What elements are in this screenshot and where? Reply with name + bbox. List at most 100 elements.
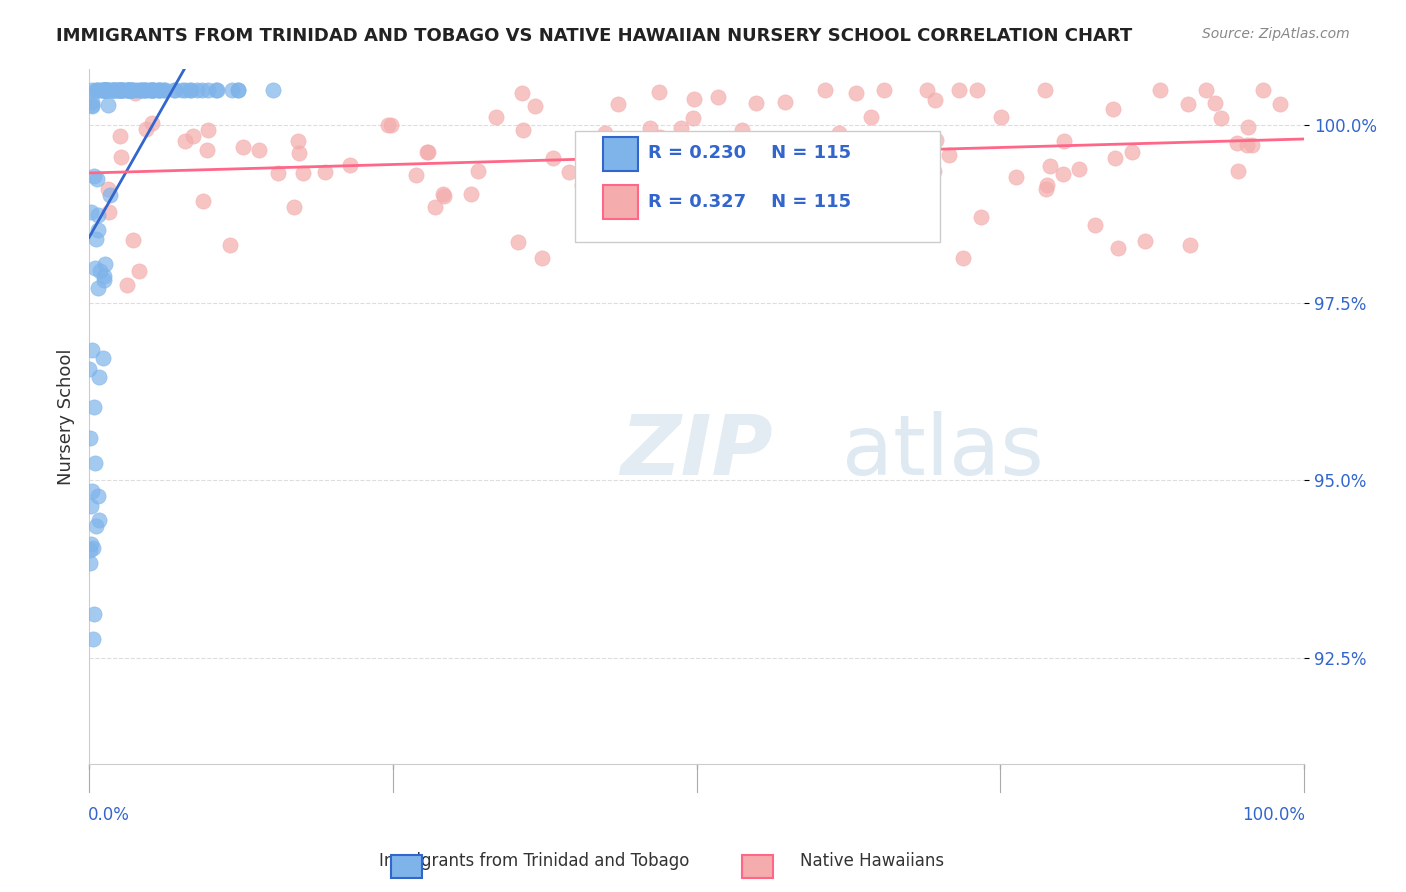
Point	[915, 83, 938, 97]
Point	[416, 145, 439, 160]
Point	[141, 83, 163, 97]
FancyBboxPatch shape	[603, 186, 638, 219]
Point	[682, 111, 704, 125]
Point	[96, 83, 118, 97]
Point	[745, 96, 768, 111]
Point	[432, 186, 454, 201]
Point	[83, 607, 105, 621]
Point	[1084, 218, 1107, 232]
Point	[135, 122, 157, 136]
Point	[707, 89, 730, 103]
Text: 100.0%: 100.0%	[1243, 806, 1305, 824]
Point	[89, 264, 111, 278]
Point	[814, 83, 837, 97]
Point	[127, 83, 149, 97]
Point	[1102, 102, 1125, 116]
Point	[121, 83, 143, 97]
Point	[1209, 111, 1232, 125]
Point	[82, 95, 104, 109]
Point	[512, 122, 534, 136]
Point	[377, 118, 399, 132]
Point	[1107, 241, 1129, 255]
Point	[84, 232, 107, 246]
Point	[772, 161, 794, 176]
Point	[915, 193, 938, 207]
Point	[118, 83, 141, 97]
Point	[186, 83, 208, 97]
Point	[87, 208, 110, 222]
Point	[86, 83, 108, 97]
Point	[84, 519, 107, 533]
Point	[1240, 138, 1263, 153]
Point	[1226, 136, 1249, 150]
Point	[1053, 134, 1076, 148]
Point	[115, 83, 138, 97]
Point	[1236, 137, 1258, 152]
Point	[1035, 83, 1057, 97]
Point	[139, 83, 162, 97]
Point	[1121, 145, 1143, 159]
Point	[131, 83, 153, 97]
Point	[1104, 151, 1126, 165]
Text: IMMIGRANTS FROM TRINIDAD AND TOBAGO VS NATIVE HAWAIIAN NURSERY SCHOOL CORRELATIO: IMMIGRANTS FROM TRINIDAD AND TOBAGO VS N…	[56, 27, 1132, 45]
Point	[1052, 168, 1074, 182]
Point	[181, 128, 204, 143]
Point	[1067, 162, 1090, 177]
Point	[121, 83, 143, 97]
Point	[267, 166, 290, 180]
Point	[1133, 234, 1156, 248]
Point	[117, 83, 139, 97]
Point	[134, 83, 156, 97]
Point	[141, 83, 163, 97]
Point	[218, 238, 240, 252]
Point	[173, 134, 195, 148]
Point	[860, 110, 883, 124]
Point	[606, 96, 628, 111]
Point	[789, 155, 811, 169]
Text: Native Hawaiians: Native Hawaiians	[800, 852, 943, 870]
Point	[128, 263, 150, 277]
Point	[104, 83, 127, 97]
Point	[110, 150, 132, 164]
Point	[93, 272, 115, 286]
Point	[129, 83, 152, 97]
Point	[134, 83, 156, 97]
Point	[82, 632, 104, 646]
Point	[86, 172, 108, 186]
Point	[83, 400, 105, 414]
Point	[593, 126, 616, 140]
Point	[638, 120, 661, 135]
Point	[148, 83, 170, 97]
Point	[111, 83, 134, 97]
Point	[138, 83, 160, 97]
Point	[423, 200, 446, 214]
Text: Source: ZipAtlas.com: Source: ZipAtlas.com	[1202, 27, 1350, 41]
Point	[143, 83, 166, 97]
Point	[197, 83, 219, 97]
Point	[204, 83, 226, 97]
Point	[173, 83, 195, 97]
Point	[702, 193, 724, 207]
Point	[87, 83, 110, 97]
Point	[117, 83, 139, 97]
Point	[1268, 97, 1291, 112]
Point	[90, 83, 112, 97]
Point	[925, 133, 948, 147]
Point	[1035, 181, 1057, 195]
Point	[924, 93, 946, 107]
Point	[141, 116, 163, 130]
Point	[669, 121, 692, 136]
Point	[506, 235, 529, 249]
Point	[83, 456, 105, 470]
Point	[93, 83, 115, 97]
Point	[93, 268, 115, 283]
Point	[111, 83, 134, 97]
Point	[1039, 160, 1062, 174]
Point	[247, 143, 270, 157]
Point	[193, 194, 215, 208]
Point	[80, 98, 103, 112]
Point	[287, 134, 309, 148]
Point	[80, 537, 103, 551]
Point	[191, 83, 214, 97]
Point	[524, 98, 547, 112]
